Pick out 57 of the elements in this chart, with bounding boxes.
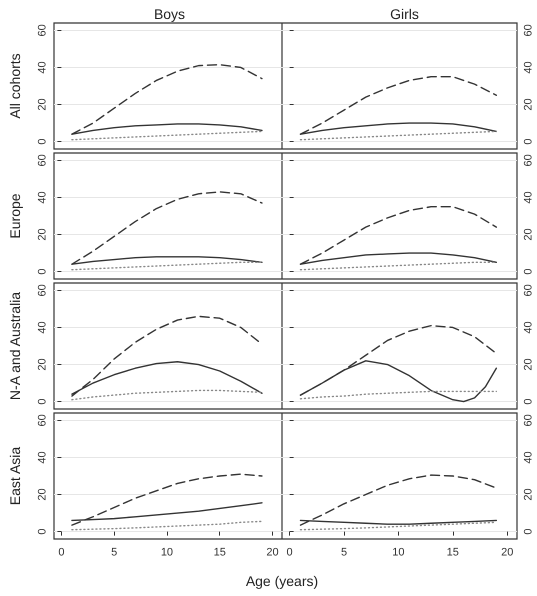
y-tick-label: 40 — [522, 451, 534, 464]
y-tick-label: 60 — [522, 154, 534, 167]
line-series — [300, 390, 498, 400]
x-tick-label: 0 — [58, 546, 64, 558]
y-tick-label: 20 — [522, 358, 534, 371]
y-axis-title: All cohorts — [7, 53, 23, 119]
y-tick-label: 60 — [522, 414, 534, 427]
x-tick-label: 0 — [286, 546, 293, 558]
y-tick-label: 0 — [36, 398, 48, 405]
line-series — [300, 474, 498, 526]
line-series — [71, 473, 263, 526]
y-tick-label: 0 — [522, 398, 534, 405]
y-tick-label: 20 — [522, 228, 534, 241]
y-axis-title: N-A and Australia — [7, 292, 23, 400]
y-axis-title: Europe — [7, 193, 23, 239]
y-tick-label: 0 — [36, 138, 48, 145]
y-tick-label: 20 — [36, 98, 48, 111]
y-axis-title: East Asia — [7, 446, 23, 506]
chart-title: Boys — [154, 6, 186, 22]
y-tick-label: 60 — [522, 284, 534, 297]
y-tick-label: 40 — [36, 451, 48, 464]
y-tick-label: 40 — [36, 321, 48, 334]
line-series — [71, 130, 263, 140]
line-series — [71, 262, 263, 270]
y-tick-label: 0 — [522, 268, 534, 275]
x-tick-label: 15 — [214, 546, 226, 558]
y-tick-label: 60 — [36, 24, 48, 37]
y-tick-label: 60 — [36, 414, 48, 427]
y-tick-label: 40 — [36, 191, 48, 204]
y-tick-label: 40 — [522, 61, 534, 74]
y-tick-label: 60 — [522, 24, 534, 37]
line-series — [300, 130, 498, 140]
x-tick-label: 5 — [111, 546, 118, 558]
y-tick-label: 0 — [522, 528, 534, 535]
y-tick-label: 0 — [522, 138, 534, 145]
x-tick-label: 15 — [446, 546, 459, 558]
y-tick-label: 40 — [522, 191, 534, 204]
y-tick-label: 20 — [522, 488, 534, 501]
y-tick-label: 20 — [36, 488, 48, 501]
x-axis-title: Age (years) — [244, 573, 320, 589]
x-tick-label: 20 — [501, 546, 514, 558]
chart-title: Girls — [390, 6, 419, 22]
y-tick-label: 20 — [522, 98, 534, 111]
y-tick-label: 40 — [522, 321, 534, 334]
y-tick-label: 40 — [36, 61, 48, 74]
y-tick-label: 20 — [36, 228, 48, 241]
x-tick-label: 5 — [340, 546, 348, 558]
line-series — [71, 390, 263, 400]
y-tick-label: 60 — [36, 154, 48, 167]
x-tick-label: 10 — [392, 546, 405, 558]
x-tick-label: 20 — [266, 546, 279, 558]
y-tick-label: 60 — [36, 284, 48, 297]
line-series — [71, 520, 263, 530]
y-tick-label: 0 — [36, 528, 48, 535]
x-tick-label: 10 — [160, 546, 174, 558]
y-tick-label: 20 — [36, 358, 48, 371]
y-tick-label: 0 — [36, 268, 48, 275]
